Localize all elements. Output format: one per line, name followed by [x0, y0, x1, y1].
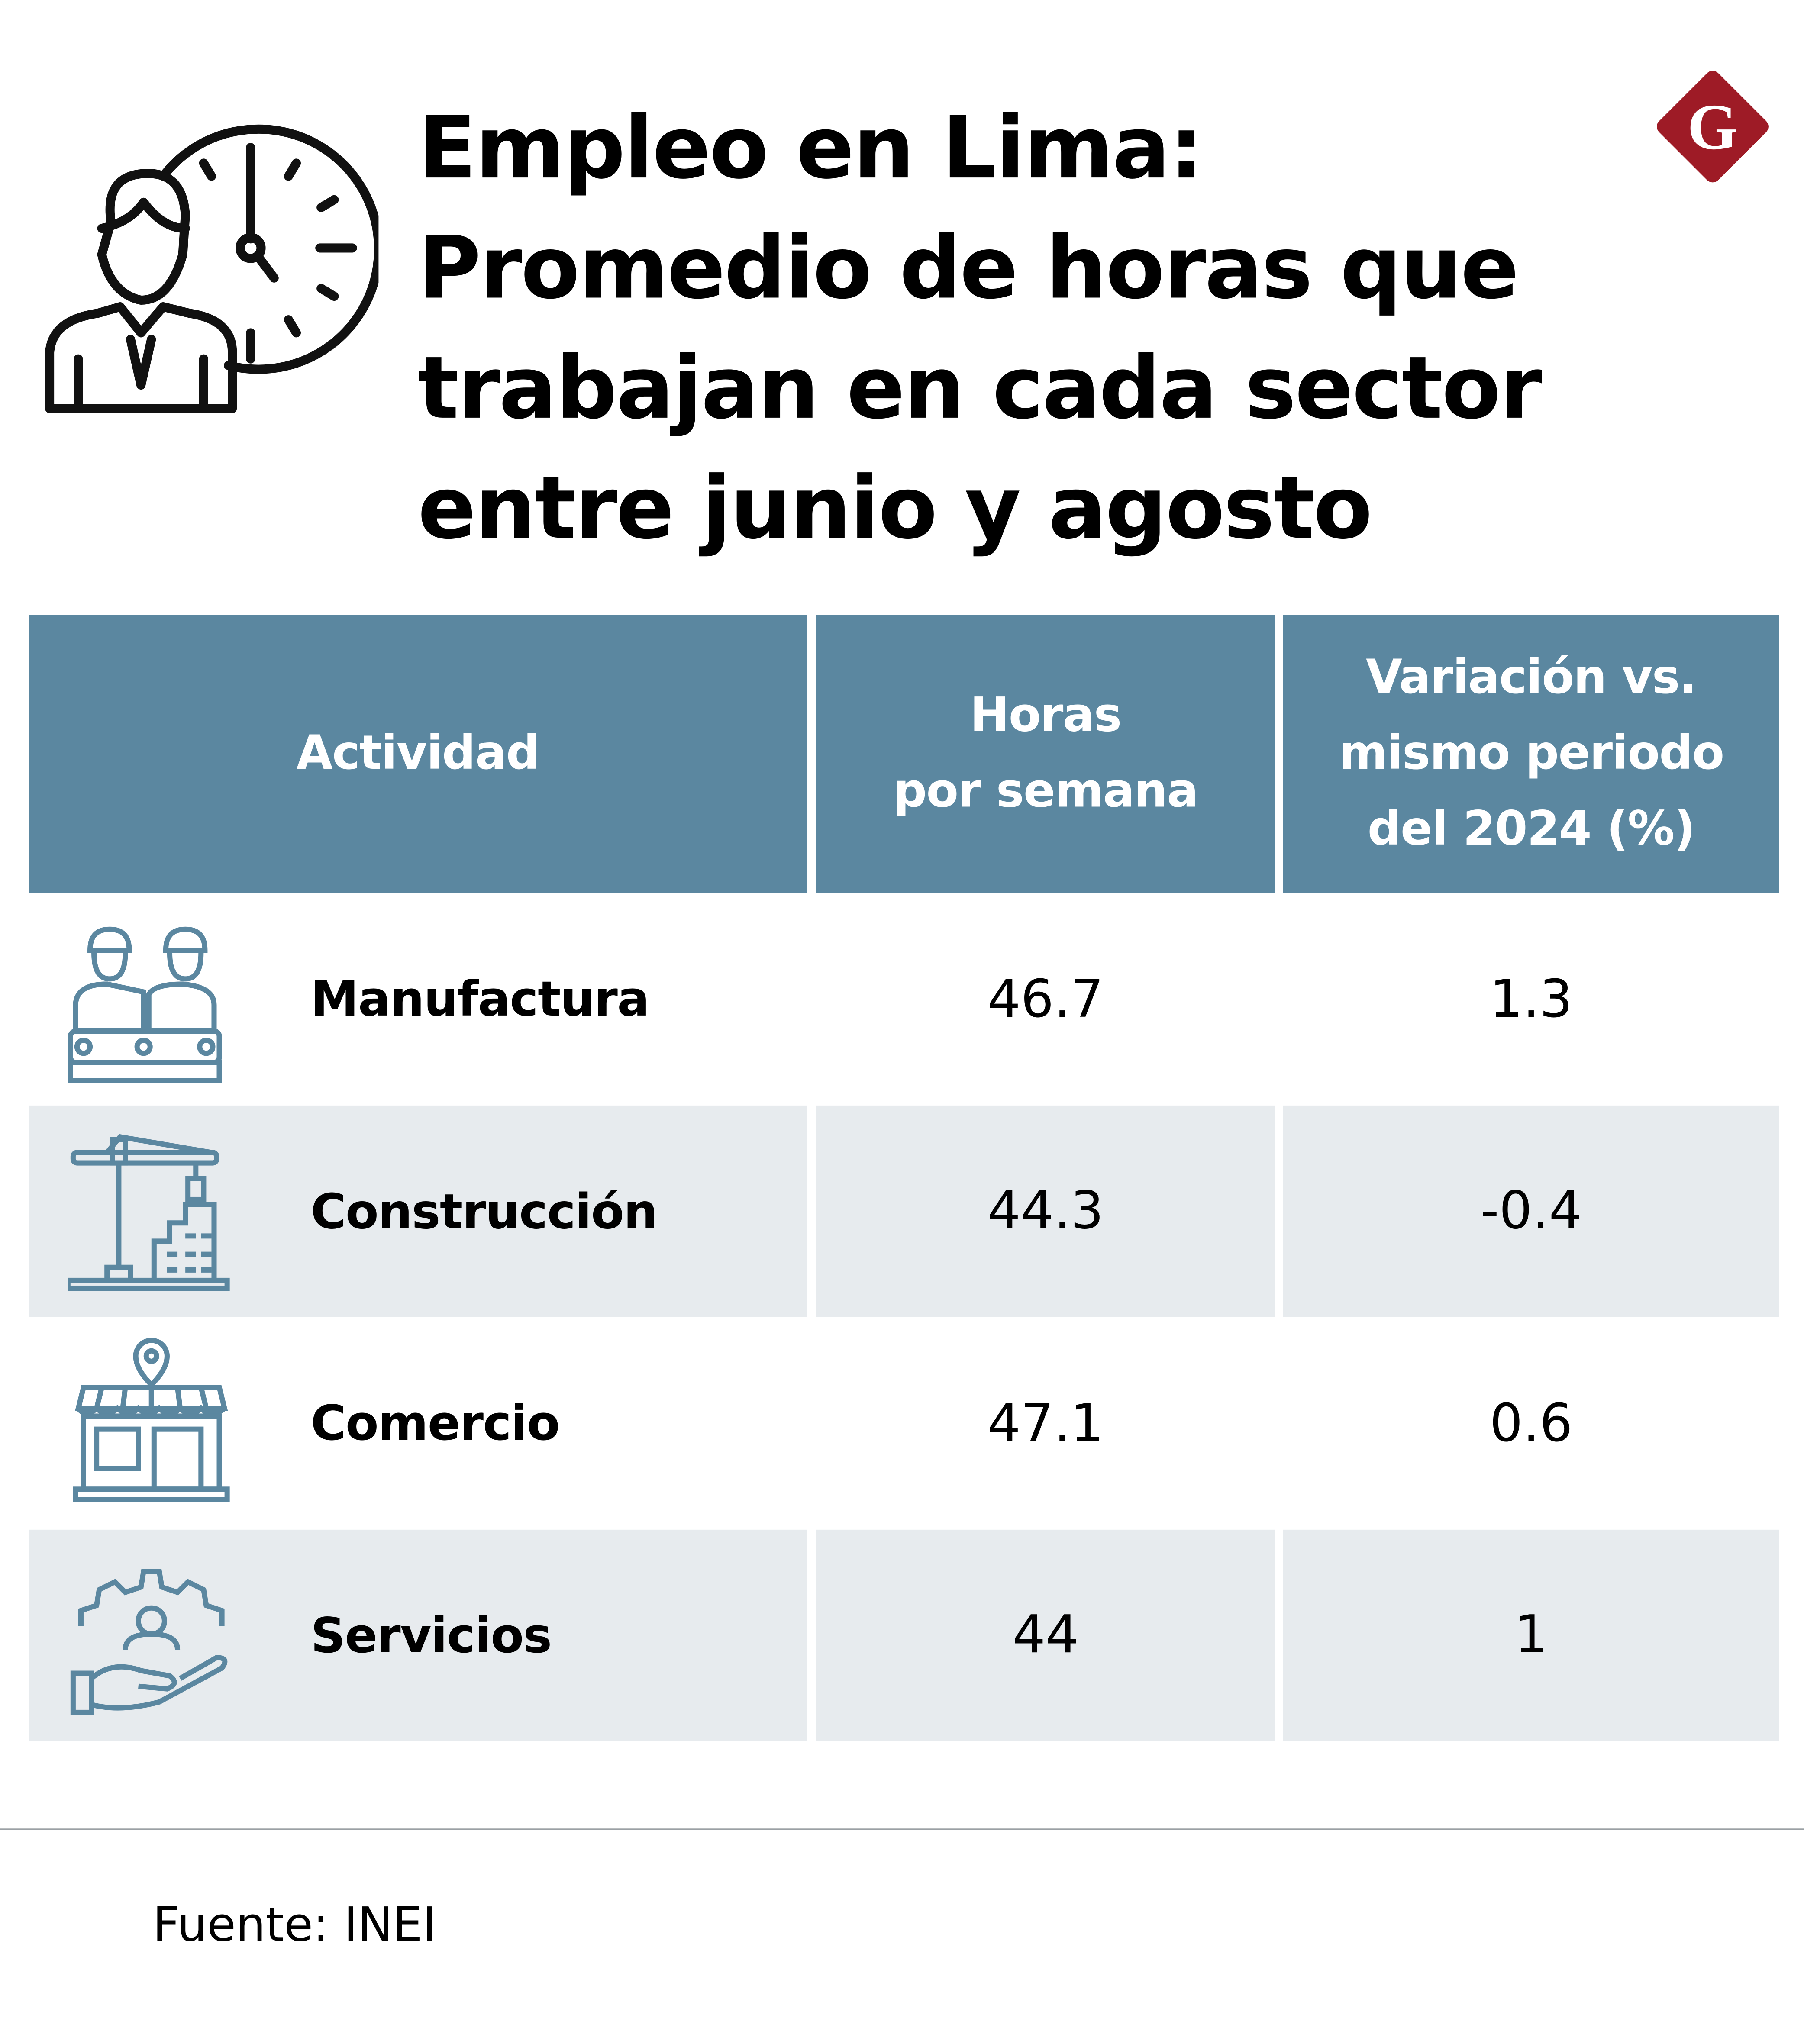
crane-building-icon [68, 1134, 230, 1291]
activity-label: Construcción [310, 1183, 658, 1239]
hours-cell: 46.7 [987, 969, 1104, 1029]
hours-cell: 44.3 [816, 1105, 1275, 1317]
header-hours: Horas por semana [816, 615, 1275, 893]
hand-gear-icon [70, 1569, 228, 1715]
variation-cell: 0.6 [1489, 1393, 1573, 1454]
logo: G [1656, 71, 1769, 183]
storefront-icon [73, 1338, 230, 1502]
activity-label: Manufactura [310, 971, 650, 1027]
variation-cell: -0.4 [1283, 1105, 1779, 1317]
hours-cell: 47.1 [987, 1393, 1104, 1454]
header-label: por semana [893, 764, 1198, 818]
table-row-activity: Construcción [29, 1105, 807, 1317]
activity-label: Servicios [310, 1607, 552, 1664]
title-line: Promedio de horas que [417, 218, 1519, 319]
activity-label: Comercio [310, 1395, 560, 1451]
header-activity: Actividad [29, 615, 807, 893]
divider [0, 1828, 1804, 1830]
hours-cell: 44 [816, 1529, 1275, 1741]
factory-workers-icon [68, 926, 222, 1083]
variation-cell: 1 [1283, 1529, 1779, 1741]
header-label: Variación vs. [1366, 651, 1697, 704]
header-label: Actividad [296, 726, 540, 780]
title-line: entre junio y agosto [417, 458, 1372, 559]
header-variation: Variación vs. mismo periodo del 2024 (%) [1283, 615, 1779, 893]
table-row-activity: Manufactura [29, 893, 807, 1105]
title-line: Empleo en Lima: [417, 98, 1204, 199]
title-line: trabajan en cada sector [417, 338, 1542, 439]
worker-clock-icon [45, 124, 379, 413]
table-row-activity: Comercio [29, 1317, 807, 1529]
header-label: del 2024 (%) [1367, 802, 1696, 856]
variation-cell: 1.3 [1489, 969, 1573, 1029]
source-note: Fuente: INEI [152, 1899, 436, 1953]
page-title: Empleo en Lima: Promedio de horas que tr… [418, 89, 1593, 569]
header-label: mismo periodo [1338, 726, 1724, 780]
header-label: Horas [970, 688, 1122, 742]
table-row-activity: Servicios [29, 1529, 807, 1741]
svg-text:G: G [1687, 91, 1738, 163]
